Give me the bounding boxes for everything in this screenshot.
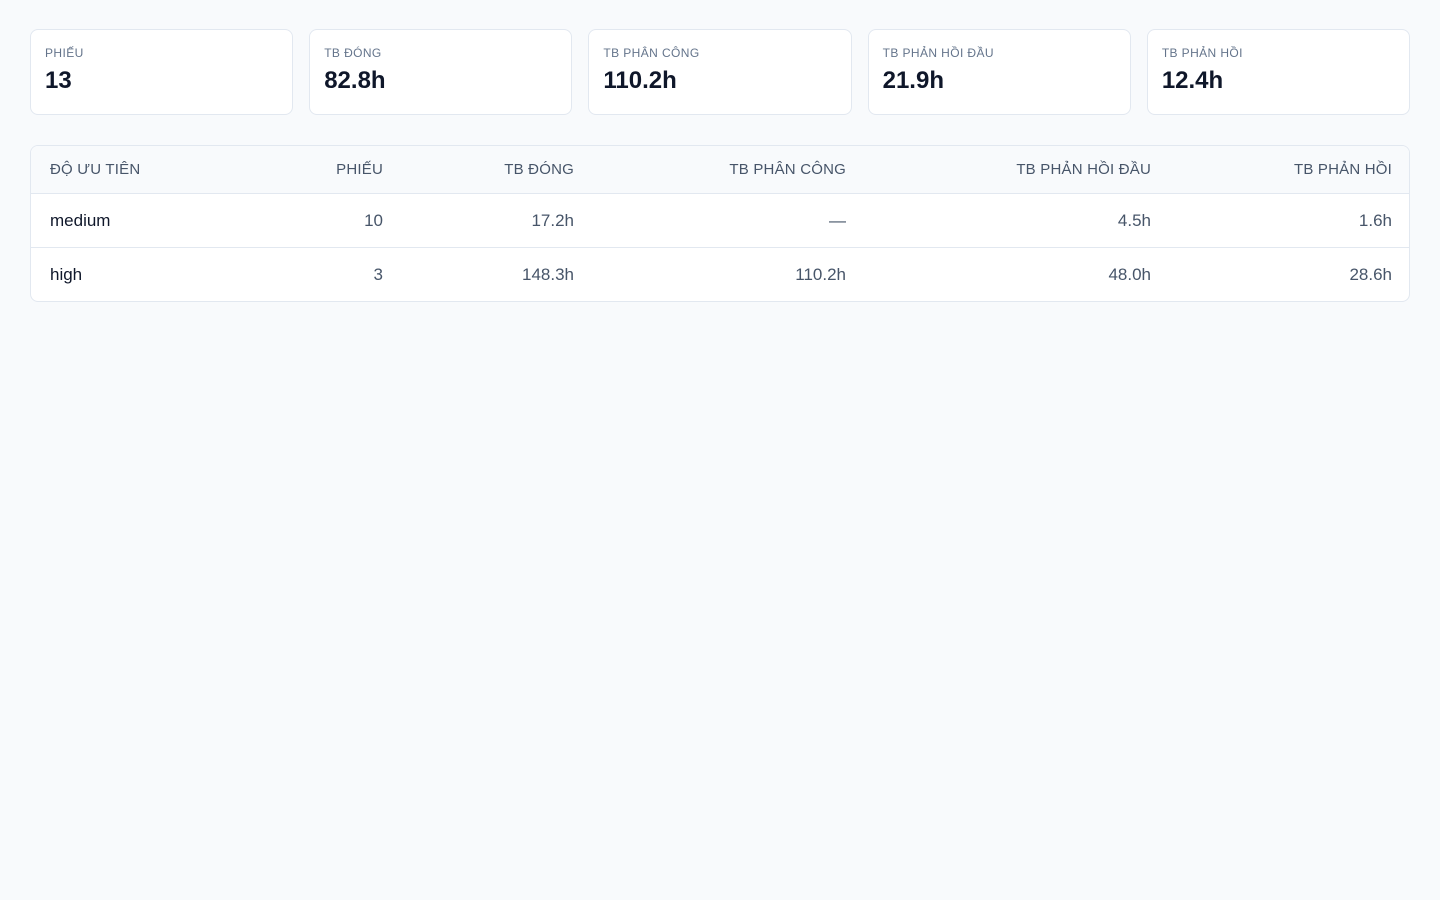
- table-row: high 3 148.3h 110.2h 48.0h 28.6h: [31, 248, 1409, 302]
- table-row: medium 10 17.2h — 4.5h 1.6h: [31, 193, 1409, 248]
- stat-card-avg-close: TB ĐÓNG 82.8h: [309, 29, 573, 115]
- cell-avg-assign: —: [593, 193, 865, 248]
- cell-avg-assign: 110.2h: [795, 264, 846, 284]
- cell-priority: high: [50, 264, 83, 284]
- cell-tickets: 3: [373, 264, 383, 284]
- cell-priority: medium: [31, 193, 284, 248]
- stat-value: 13: [45, 67, 72, 94]
- priority-table-card: ĐỘ ƯU TIÊN PHIẾU TB ĐÓNG TB PHÂN CÔNG TB…: [30, 145, 1410, 302]
- stat-value: 82.8h: [324, 67, 386, 94]
- stat-value: 12.4h: [1161, 67, 1224, 94]
- table-header-row: ĐỘ ƯU TIÊN PHIẾU TB ĐÓNG TB PHÂN CÔNG TB…: [31, 146, 1409, 194]
- stat-label: TB PHẢN HỒI: [1161, 46, 1243, 60]
- stat-value: 21.9h: [882, 67, 944, 94]
- cell-avg-first-response: 48.0h: [1108, 264, 1151, 284]
- stat-card-tickets: PHIẾU 13: [30, 29, 294, 115]
- priority-table: ĐỘ ƯU TIÊN PHIẾU TB ĐÓNG TB PHÂN CÔNG TB…: [31, 146, 1409, 302]
- stat-label: TB PHÂN CÔNG: [603, 46, 700, 60]
- column-header-avg-response[interactable]: TB PHẢN HỒI: [1170, 146, 1409, 194]
- column-header-avg-assign[interactable]: TB PHÂN CÔNG: [593, 146, 865, 194]
- column-header-priority[interactable]: ĐỘ ƯU TIÊN: [31, 146, 284, 194]
- stat-card-avg-assign: TB PHÂN CÔNG 110.2h: [588, 29, 852, 115]
- cell-avg-close: 148.3h: [522, 264, 574, 284]
- stat-label: TB PHẢN HỒI ĐẦU: [882, 46, 994, 60]
- stat-label: TB ĐÓNG: [324, 46, 382, 60]
- stats-row: PHIẾU 13 TB ĐÓNG 82.8h TB PHÂN CÔNG 110.…: [30, 29, 1411, 115]
- cell-avg-close: 17.2h: [402, 193, 593, 248]
- stat-label: PHIẾU: [45, 46, 84, 60]
- column-header-avg-close[interactable]: TB ĐÓNG: [402, 146, 593, 194]
- stat-card-avg-first-response: TB PHẢN HỒI ĐẦU 21.9h: [867, 29, 1131, 115]
- cell-avg-first-response: 4.5h: [865, 193, 1170, 248]
- stat-card-avg-response: TB PHẢN HỒI 12.4h: [1146, 29, 1411, 115]
- cell-avg-response: 28.6h: [1349, 264, 1392, 284]
- cell-avg-response: 1.6h: [1170, 193, 1409, 248]
- stat-value: 110.2h: [603, 67, 677, 94]
- column-header-avg-first-response[interactable]: TB PHẢN HỒI ĐẦU: [865, 146, 1170, 194]
- cell-tickets: 10: [284, 193, 402, 248]
- column-header-tickets[interactable]: PHIẾU: [284, 146, 402, 194]
